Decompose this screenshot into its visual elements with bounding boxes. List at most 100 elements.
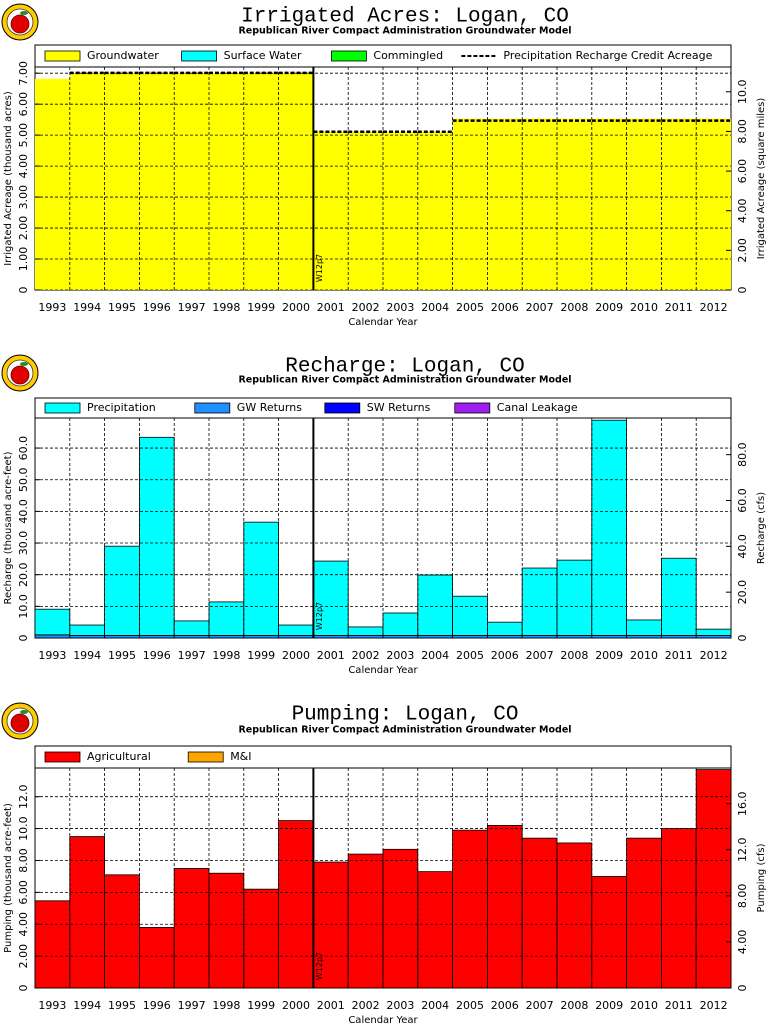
x-tick-label: 2010 xyxy=(630,301,658,314)
chart-subtitle: Republican River Compact Administration … xyxy=(238,375,571,386)
legend-swatch xyxy=(44,50,81,62)
y2-tick-label: 60.0 xyxy=(736,488,749,513)
y2-tick-label: 4.00 xyxy=(736,198,749,223)
bar-segment xyxy=(557,118,592,291)
bar-segment xyxy=(521,837,558,989)
bar-segment xyxy=(139,72,175,290)
bar-segment xyxy=(522,118,557,291)
y2-axis-title: Pumping (cfs) xyxy=(756,843,767,912)
y2-tick-label: 0 xyxy=(736,985,749,992)
annotation-label: W12p7 xyxy=(315,254,324,282)
x-axis-title: Calendar Year xyxy=(348,1015,418,1024)
y2-tick-label: 0 xyxy=(736,635,749,642)
y-tick-label: 3.00 xyxy=(17,185,30,210)
y-tick-label: 30.0 xyxy=(17,531,30,556)
bar-segment xyxy=(661,118,697,291)
x-tick-label: 2007 xyxy=(526,999,554,1012)
bar-segment xyxy=(278,624,314,636)
bar-segment xyxy=(556,559,593,636)
x-tick-label: 2004 xyxy=(421,999,449,1012)
x-tick-label: 2010 xyxy=(630,649,658,662)
logo-apple xyxy=(10,713,30,733)
logo xyxy=(1,354,39,392)
bar-segment xyxy=(486,621,523,636)
bar-segment xyxy=(69,836,106,989)
bar-segment xyxy=(626,837,662,989)
x-tick-label: 2005 xyxy=(456,649,484,662)
y-tick-label: 20.0 xyxy=(17,562,30,587)
x-tick-label: 2011 xyxy=(665,999,693,1012)
x-axis-title: Calendar Year xyxy=(348,317,418,328)
legend-label: Precipitation Recharge Credit Acreage xyxy=(503,49,712,62)
y-tick-label: 12.0 xyxy=(17,784,30,809)
bar-segment xyxy=(278,72,314,290)
annotation-label: W12p7 xyxy=(315,952,324,980)
bar-segment xyxy=(208,872,245,989)
x-tick-label: 1999 xyxy=(247,649,275,662)
legend-label: Canal Leakage xyxy=(497,401,578,414)
x-tick-label: 2012 xyxy=(700,301,728,314)
x-tick-label: 2010 xyxy=(630,999,658,1012)
bar-segment xyxy=(556,842,593,989)
x-tick-label: 2008 xyxy=(560,999,588,1012)
legend-label: SW Returns xyxy=(367,401,431,414)
y-tick-label: 2.00 xyxy=(17,216,30,241)
x-tick-label: 2005 xyxy=(456,999,484,1012)
x-tick-label: 1997 xyxy=(178,649,206,662)
bar-segment xyxy=(695,769,732,989)
x-tick-label: 2003 xyxy=(386,301,414,314)
y-tick-label: 7.00 xyxy=(17,61,30,86)
x-tick-label: 2001 xyxy=(317,999,345,1012)
bar-segment xyxy=(209,72,244,290)
chart-title: Irrigated Acres: Logan, CO xyxy=(241,6,569,29)
bar-segment xyxy=(208,601,245,636)
y2-axis-title: Recharge (cfs) xyxy=(756,492,767,564)
bar-segment xyxy=(383,131,418,290)
bar-segment xyxy=(417,574,453,636)
x-tick-label: 1993 xyxy=(38,649,66,662)
bar-segment xyxy=(243,888,280,989)
bar-segment xyxy=(69,624,106,636)
bar-segment xyxy=(243,72,279,290)
bar-segment xyxy=(417,131,453,290)
y2-tick-label: 0 xyxy=(736,287,749,294)
x-tick-label: 2001 xyxy=(317,301,345,314)
legend-label: Precipitation xyxy=(87,401,156,414)
y-tick-label: 1.00 xyxy=(17,247,30,272)
y2-tick-label: 2.00 xyxy=(736,238,749,263)
x-tick-label: 2007 xyxy=(526,649,554,662)
legend-label: M&I xyxy=(230,750,251,763)
x-tick-label: 1996 xyxy=(143,649,171,662)
logo-apple xyxy=(10,365,30,385)
x-tick-label: 1996 xyxy=(143,999,171,1012)
chart-title: Recharge: Logan, CO xyxy=(285,356,524,379)
x-tick-label: 1997 xyxy=(178,301,206,314)
x-tick-label: 2000 xyxy=(282,999,310,1012)
y-tick-label: 10.0 xyxy=(17,816,30,841)
y-tick-label: 8.00 xyxy=(17,848,30,873)
logo xyxy=(1,3,39,41)
x-tick-label: 2009 xyxy=(595,649,623,662)
legend-label: Commingled xyxy=(373,49,443,62)
x-tick-label: 1999 xyxy=(247,301,275,314)
x-tick-label: 2001 xyxy=(317,649,345,662)
legend-swatch xyxy=(44,402,81,414)
bar-segment xyxy=(487,118,523,291)
y-tick-label: 50.0 xyxy=(17,467,30,492)
bar-segment xyxy=(173,620,210,636)
bar-segment xyxy=(695,628,732,636)
bar-segment xyxy=(173,868,210,989)
x-tick-label: 1999 xyxy=(247,999,275,1012)
bar-segment xyxy=(347,853,384,989)
legend-label: Surface Water xyxy=(224,49,302,62)
bar-segment xyxy=(35,78,70,291)
x-tick-label: 1998 xyxy=(212,649,240,662)
x-tick-label: 2012 xyxy=(700,999,728,1012)
bar-segment xyxy=(138,436,175,636)
legend-swatch xyxy=(44,751,81,763)
x-tick-label: 2000 xyxy=(282,301,310,314)
legend-swatch xyxy=(194,402,231,414)
y2-tick-label: 20.0 xyxy=(736,580,749,605)
y-tick-label: 6.00 xyxy=(17,880,30,905)
